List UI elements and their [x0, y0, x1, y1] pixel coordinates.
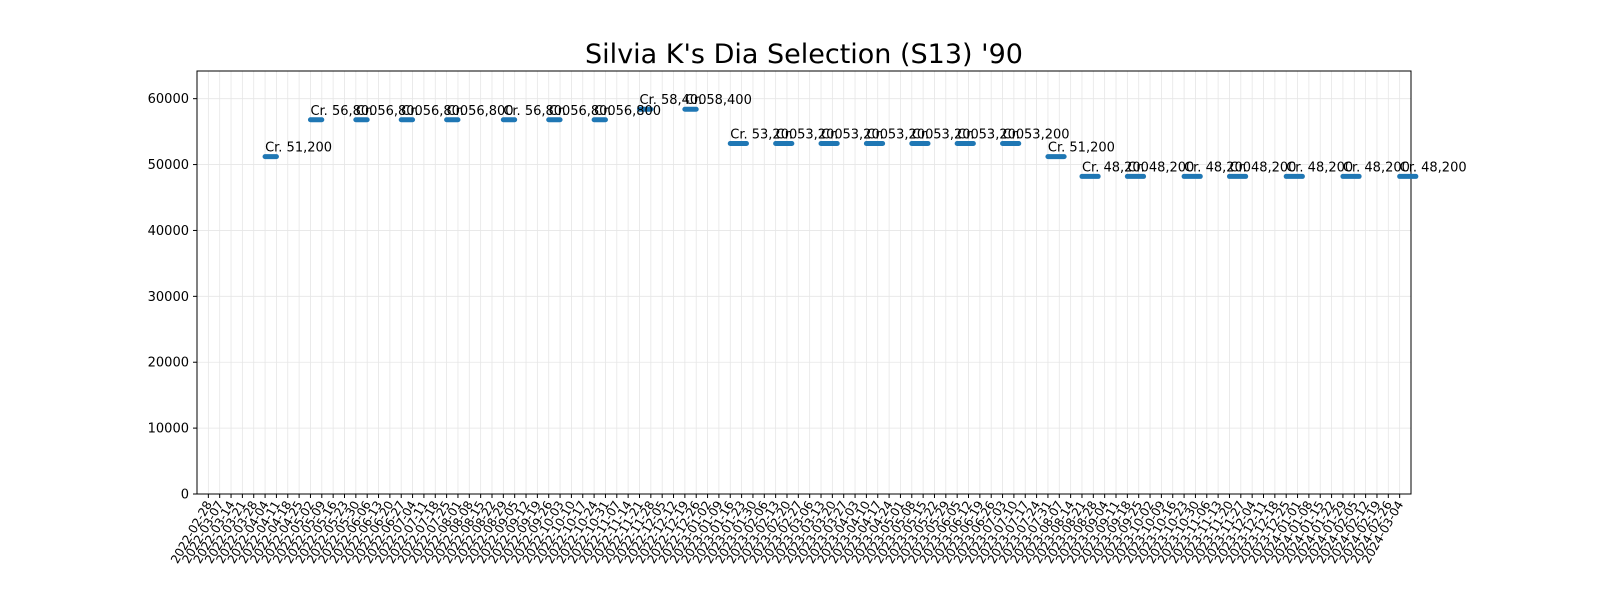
price-label: Cr. 53,200	[866, 127, 933, 142]
y-tick-label: 50000	[148, 158, 189, 173]
price-label: Cr. 51,200	[265, 141, 332, 156]
price-label: Cr. 53,200	[957, 127, 1024, 142]
price-label: Cr. 56,800	[503, 104, 570, 119]
price-label: Cr. 48,200	[1286, 160, 1353, 175]
y-tick-label: 20000	[148, 356, 189, 371]
price-label: Cr. 53,200	[776, 127, 843, 142]
price-label: Cr. 56,800	[447, 104, 514, 119]
price-label: Cr. 51,200	[1048, 141, 1115, 156]
y-tick-label: 40000	[148, 224, 189, 239]
price-label: Cr. 48,200	[1082, 160, 1149, 175]
y-tick-label: 60000	[148, 92, 189, 107]
chart-title: Silvia K's Dia Selection (S13) '90	[585, 39, 1023, 70]
price-label: Cr. 58,400	[639, 93, 706, 108]
price-label: Cr. 48,200	[1184, 160, 1251, 175]
plot-frame	[196, 70, 1412, 495]
price-label: Cr. 48,200	[1127, 160, 1194, 175]
price-label: Cr. 48,200	[1343, 160, 1410, 175]
price-label: Cr. 53,200	[1003, 127, 1070, 142]
grid-lines	[197, 71, 1411, 495]
axes: 01000020000300004000050000600002022-02-2…	[148, 70, 1412, 566]
price-label: Cr. 48,200	[1229, 160, 1296, 175]
price-label: Cr. 56,800	[594, 104, 661, 119]
y-tick-label: 10000	[148, 422, 189, 437]
price-label: Cr. 53,200	[821, 127, 888, 142]
price-label: Cr. 56,800	[310, 104, 377, 119]
price-label: Cr. 53,200	[912, 127, 979, 142]
y-tick-label: 0	[181, 488, 189, 503]
price-label: Cr. 56,800	[356, 104, 423, 119]
price-label: Cr. 53,200	[730, 127, 797, 142]
price-label: Cr. 58,400	[685, 93, 752, 108]
price-label: Cr. 56,800	[549, 104, 616, 119]
price-label: Cr. 56,800	[401, 104, 468, 119]
series-marks	[262, 106, 1419, 179]
y-tick-label: 30000	[148, 290, 189, 305]
price-label: Cr. 48,200	[1400, 160, 1467, 175]
